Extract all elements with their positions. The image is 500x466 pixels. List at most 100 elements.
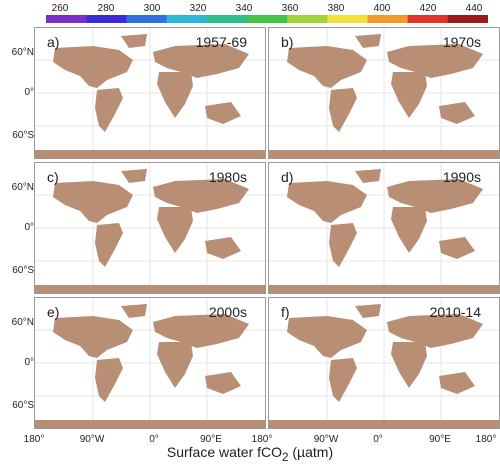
panel-letter: d) [281,169,294,185]
map-panel-f: f) 2010-14 [268,297,500,429]
landmass [269,285,499,293]
landmass [391,342,427,388]
x-tick: 0° [373,434,383,445]
y-tick-0: 0° [24,357,34,368]
colorbar-swatch [46,15,87,23]
map-panel-e: e) 2000s [34,297,266,429]
colorbar-swatch [447,15,488,23]
map-panel-a: a) 1957-69 [34,27,266,159]
y-tick-0: 0° [24,222,34,233]
landmass [329,88,357,132]
y-tick-60s: 60°S [12,265,34,276]
landmass [153,179,249,213]
landmass [387,44,483,78]
landmass [53,316,133,358]
landmass [157,72,193,118]
landmass [121,34,147,48]
colorbar-swatch [407,15,449,23]
landmass [35,150,265,158]
landmass [439,102,475,124]
x-tick: 90°E [200,434,222,445]
colorbar-swatch [287,15,328,23]
map-panel-b: b) 1970s [268,27,500,159]
world-map [269,163,499,293]
y-tick-60s: 60°S [12,130,34,141]
panel-letter: a) [47,34,60,50]
colorbar-swatch [206,15,248,23]
y-tick-60s: 60°S [12,400,34,411]
landmass [157,342,193,388]
landmass [355,169,381,183]
map-panel-d: d) 1990s [268,162,500,294]
landmass [387,314,483,348]
colorbar-tick: 440 [465,3,483,14]
colorbar-tick: 320 [189,3,207,14]
landmass [121,169,147,183]
landmass [439,237,475,259]
landmass [53,46,133,88]
y-tick-60n: 60°N [11,317,34,328]
colorbar-swatch [327,15,369,23]
map-panel-c: c) 1980s [34,162,266,294]
landmass [35,420,265,428]
colorbar-tick: 340 [235,3,253,14]
landmass [121,304,147,318]
colorbar-tick: 280 [97,3,115,14]
colorbar-tick: 300 [143,3,161,14]
landmass [391,207,427,253]
y-tick-60n: 60°N [11,47,34,58]
x-tick: 180° [23,434,45,445]
landmass [35,285,265,293]
landmass [205,372,241,394]
landmass [391,72,427,118]
panel-letter: b) [281,34,294,50]
colorbar-gradient [46,15,488,23]
x-tick: 0° [149,434,159,445]
landmass [95,358,123,402]
landmass [355,34,381,48]
world-map [269,298,499,428]
landmass [287,316,367,358]
x-axis-title-main: Surface water fCO [166,444,283,460]
colorbar-tick: 420 [419,3,437,14]
landmass [205,102,241,124]
x-axis-title: Surface water fCO2 (µatm) [0,444,500,464]
x-tick: 180° [251,434,273,445]
x-axis-title-unit: (µatm) [288,444,334,460]
colorbar-swatch [246,15,288,23]
landmass [287,46,367,88]
panel-letter: c) [47,169,59,185]
landmass [95,88,123,132]
colorbar-tick: 380 [327,3,345,14]
landmass [153,44,249,78]
x-axis-title-subscript: 2 [282,450,289,464]
x-tick: 90°E [429,434,451,445]
landmass [95,223,123,267]
landmass [157,207,193,253]
landmass [439,372,475,394]
world-map [35,28,265,158]
y-tick-60n: 60°N [11,182,34,193]
x-tick: 90°W [79,434,105,445]
world-map [269,28,499,158]
landmass [355,304,381,318]
y-tick-0: 0° [24,87,34,98]
landmass [287,181,367,223]
colorbar-swatch [166,15,208,23]
x-tick: 180° [475,434,497,445]
landmass [329,358,357,402]
panel-period: 1980s [208,169,247,185]
landmass [329,223,357,267]
colorbar-swatch [126,15,168,23]
panel-period: 2000s [208,304,247,320]
landmass [153,314,249,348]
landmass [205,237,241,259]
colorbar-tick: 260 [51,3,69,14]
colorbar-tick: 400 [373,3,391,14]
landmass [269,150,499,158]
panel-period: 1957-69 [195,34,247,50]
landmass [387,179,483,213]
panel-letter: f) [281,304,290,320]
colorbar-swatch [367,15,409,23]
panel-period: 2010-14 [429,304,481,320]
